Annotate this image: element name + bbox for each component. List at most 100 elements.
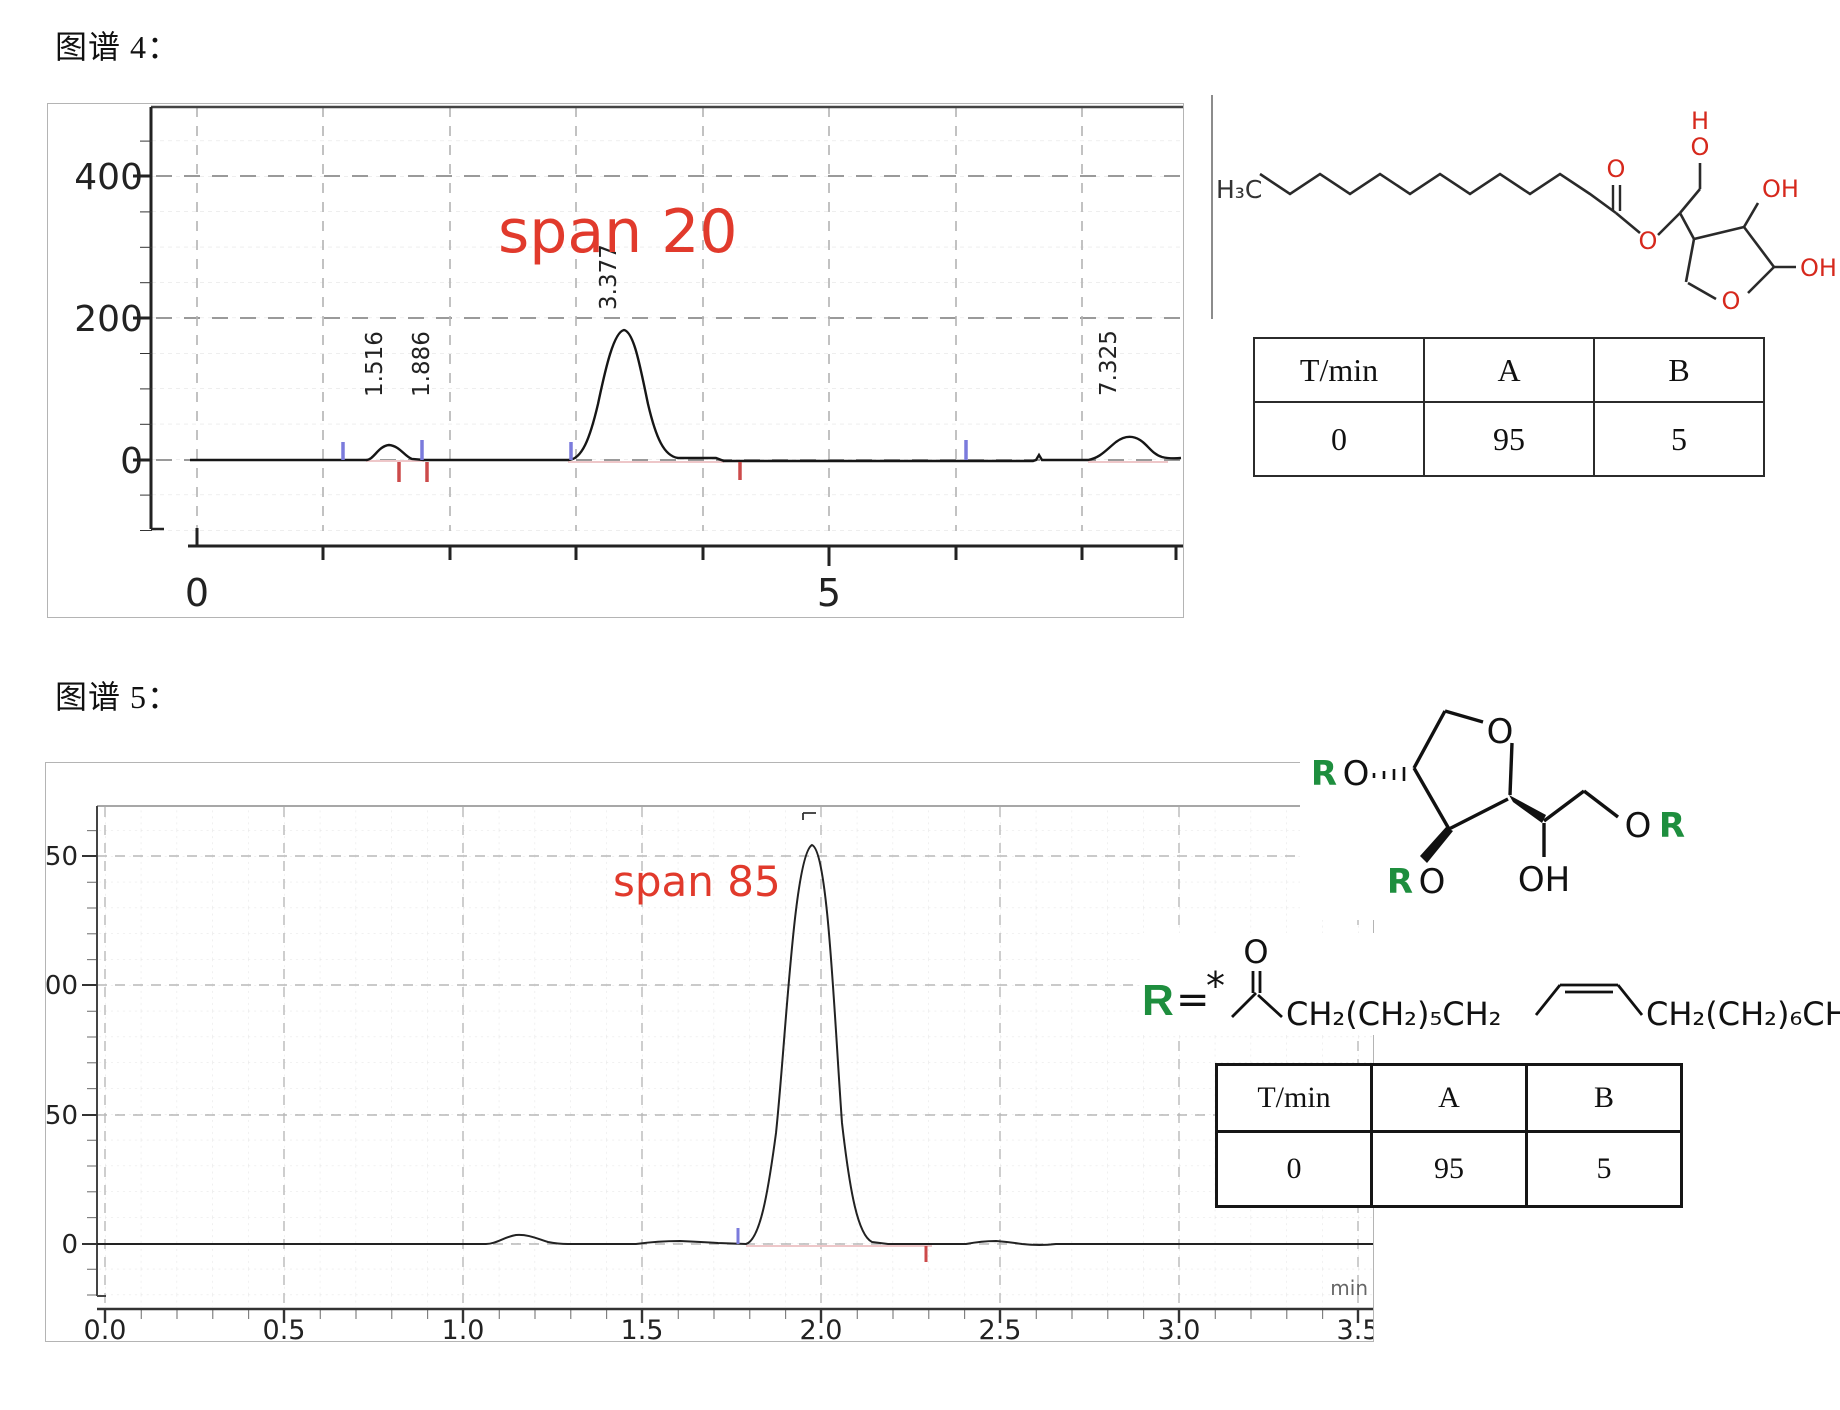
hydroxyl-h-label: H [1691,107,1709,135]
carbonyl-o-label: O [1243,933,1268,971]
x-tick-label-15: 1.5 [621,1315,664,1341]
oh-label: OH [1518,860,1570,900]
x-minor-ticks [97,1310,1373,1319]
r-bottom-label: R [1387,862,1413,902]
integration-baselines [366,460,1168,463]
o-bottom-label: O [1419,862,1446,902]
oh-c3-bond [1742,202,1760,228]
peak-labels: 1.516 1.886 3.377 7.325 [362,244,1122,397]
clipped-peak-label-mark [802,812,816,820]
structure-span20: H₃C O O O H O [1200,95,1840,325]
annotation-span85: span 85 [613,857,781,906]
vertical-gridlines [196,107,1083,531]
structure-span85-core-svg: O R O R O O R OH [1311,709,1685,902]
header-b: B [1593,337,1765,403]
x-tick-labels: 0.0 0.5 1.0 1.5 2.0 2.5 3.0 3.5 [84,1315,1373,1341]
x-tick-label-25: 2.5 [979,1315,1022,1341]
carbonyl-bond-right [1257,993,1283,1019]
gradient-table-2: T/min A B 0 95 5 [1215,1063,1683,1208]
hashed-wedge-bond [1372,767,1406,781]
red-peak-markers [397,462,742,482]
side-chain-bond2 [1582,789,1620,819]
ring-o-label: O [1487,712,1514,752]
y-tick-label-100: 100 [46,971,78,1001]
furan-ring [1684,225,1776,301]
x-major-ticks [103,1309,1360,1323]
cell-a: 95 [1370,1130,1528,1208]
peak-label-1886: 1.886 [409,331,435,397]
structure-span85-core: O R O R O O R OH [1300,695,1720,920]
structure-span20-svg: H₃C O O O H O [1211,95,1837,319]
section2-title: 图谱 5： [55,679,181,715]
x-tick-label-20: 2.0 [800,1315,843,1341]
y-minor-ticks [87,807,97,1302]
bold-wedge-bond-side [1509,795,1546,823]
gradient-table-1: T/min A B 0 95 5 [1253,337,1765,477]
peak-label-7325: 7.325 [1096,330,1122,396]
x-tick-label-05: 0.5 [263,1315,306,1341]
x-axis-unit-label: min [1330,1276,1368,1300]
hydroxyl-o-label: O [1691,133,1710,161]
header-a: A [1370,1063,1528,1133]
chain-segment-1: CH₂(CH₂)₅CH₂ [1286,995,1502,1033]
h3c-label: H₃C [1216,175,1262,204]
x-tick-label-5: 5 [817,571,841,615]
header-a: A [1423,337,1595,403]
oh-c3-label: OH [1762,175,1799,203]
x-tick-label-0: 0 [185,571,209,615]
chain-segment-2: CH₂(CH₂)₆CH₃ [1646,995,1840,1033]
x-ticks [321,546,1178,566]
ester-o-label: O [1639,227,1658,255]
o-right-label: O [1625,806,1652,846]
carbonyl-o-label: O [1607,155,1626,183]
header-tmin: T/min [1215,1063,1373,1133]
cell-tmin: 0 [1253,401,1425,477]
r-group-formula: R = * O CH₂(CH₂)₅CH₂ CH₂(CH₂)₆CH₃ [1140,933,1840,1035]
chromatogram-span85: 150 100 50 0 span 85 [45,762,1374,1342]
r-right-label: R [1659,806,1685,846]
chromatogram-trace [190,328,1182,463]
chromatogram-trace [97,843,1373,1246]
cell-b: 5 [1593,401,1765,477]
y-major-ticks [133,174,152,462]
table-row: 0 95 5 [1253,401,1765,477]
y-tick-label-400: 400 [74,157,143,198]
chromatogram-span20: 400 200 0 [47,103,1184,618]
cell-tmin: 0 [1215,1130,1373,1208]
header-tmin: T/min [1253,337,1425,403]
y-tick-label-0: 0 [61,1230,78,1260]
x-tick-label-30: 3.0 [1158,1315,1201,1341]
blue-peak-markers [341,440,968,460]
minor-grid [97,807,1373,1307]
oh-c4-label: OH [1800,254,1837,282]
y-tick-label-50: 50 [46,1101,78,1131]
chromatogram-span20-svg: 400 200 0 [74,105,1183,615]
r-label: R [1142,976,1174,1025]
cell-b: 5 [1525,1130,1683,1208]
cis-double-bond [1534,983,1644,1016]
header-b: B [1525,1063,1683,1133]
furan-ring [1412,709,1514,831]
carbonyl-bond-left [1231,992,1257,1018]
r-group-formula-svg: R = * O CH₂(CH₂)₅CH₂ CH₂(CH₂)₆CH₃ [1142,933,1840,1033]
table-row: T/min A B [1215,1063,1683,1133]
equals-sign: = [1176,977,1210,1023]
y-major-ticks [82,855,97,1245]
attachment-star: * [1206,964,1225,1008]
ch2-bond [1679,188,1701,214]
y-tick-label-0: 0 [120,441,143,482]
table-row: T/min A B [1253,337,1765,403]
section1-title: 图谱 4： [55,29,181,65]
x-tick-label-35: 3.5 [1337,1315,1373,1341]
chromatogram-span85-svg: 150 100 50 0 span 85 [46,805,1373,1341]
bold-wedge-bond-bottom [1420,827,1453,863]
peak-label-3377: 3.377 [596,244,622,310]
table-row: 0 95 5 [1215,1130,1683,1208]
alkyl-chain [1259,172,1617,215]
x-tick-label-10: 1.0 [442,1315,485,1341]
ring-link-bond [1678,212,1696,240]
ester-bond2 [1657,212,1681,236]
y-tick-label-200: 200 [74,299,143,340]
x-tick-label-00: 0.0 [84,1315,127,1341]
